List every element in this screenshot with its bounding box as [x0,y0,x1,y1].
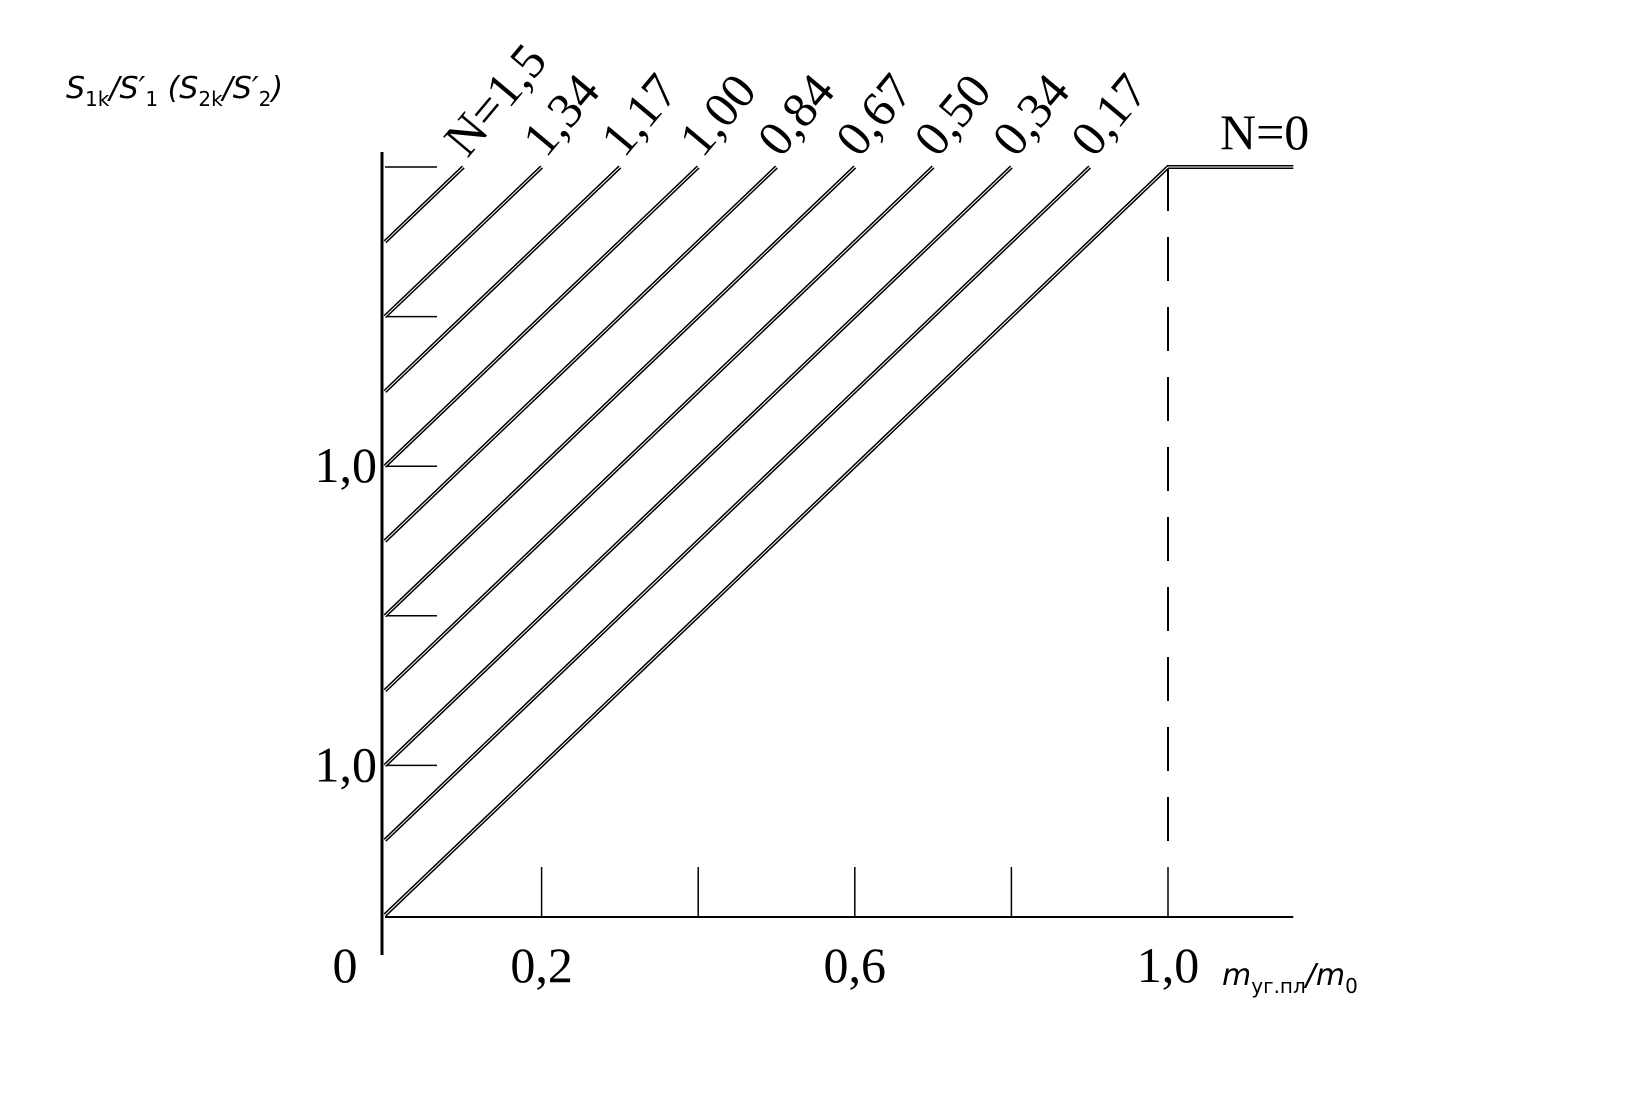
series-label: 0,50 [903,63,1002,166]
line-inner [384,166,1091,841]
line-inner [384,166,777,542]
y-tick-label: 1,0 [315,437,378,493]
line-inner [384,166,1012,766]
x-axis-label: mуг.пл/m0 [1222,958,1358,998]
y-axis-label-part: 2k [198,87,223,111]
x-tick-label: 1,0 [1137,937,1200,993]
x-axis-label-part: m [1222,958,1251,993]
series-label: 0,17 [1059,63,1158,166]
y-axis-label-part: /S′ [220,71,259,106]
y-axis-label: S1k/S′1 (S2k/S′2) [66,71,283,111]
x-tick-label: 0,6 [824,937,887,993]
series-label: N=0 [1220,104,1309,160]
y-axis-label-part: 2 [259,87,272,111]
line-inner [384,166,934,691]
line-inner [384,166,464,243]
y-axis-label-part: ) [269,71,283,106]
series-label: 0,84 [746,63,845,166]
y-axis-label-part: 1 [145,87,158,111]
x-axis-label-part: /m [1303,958,1345,993]
line-inner [384,166,542,317]
line-inner [384,166,856,617]
y-axis-label-part: S [66,71,85,106]
series-label: 0,34 [981,63,1080,166]
x-axis-label-part: уг.пл [1251,974,1306,998]
line-inner [384,166,621,392]
line-inner [384,166,1294,916]
x-tick-label: 0,2 [510,937,573,993]
x-axis-label-part: 0 [1345,974,1358,998]
y-axis-label-part: (S [158,71,198,106]
line-inner [384,166,699,467]
y-axis-label-part: 1k [85,87,110,111]
y-tick-label: 1,0 [315,736,378,792]
y-axis-label-part: /S′ [106,71,145,106]
line [383,165,1294,917]
series-label: 1,17 [589,63,688,166]
x-tick-label: 0 [333,937,358,993]
series-label: 1,00 [668,63,767,166]
series-label: 0,67 [824,63,923,166]
